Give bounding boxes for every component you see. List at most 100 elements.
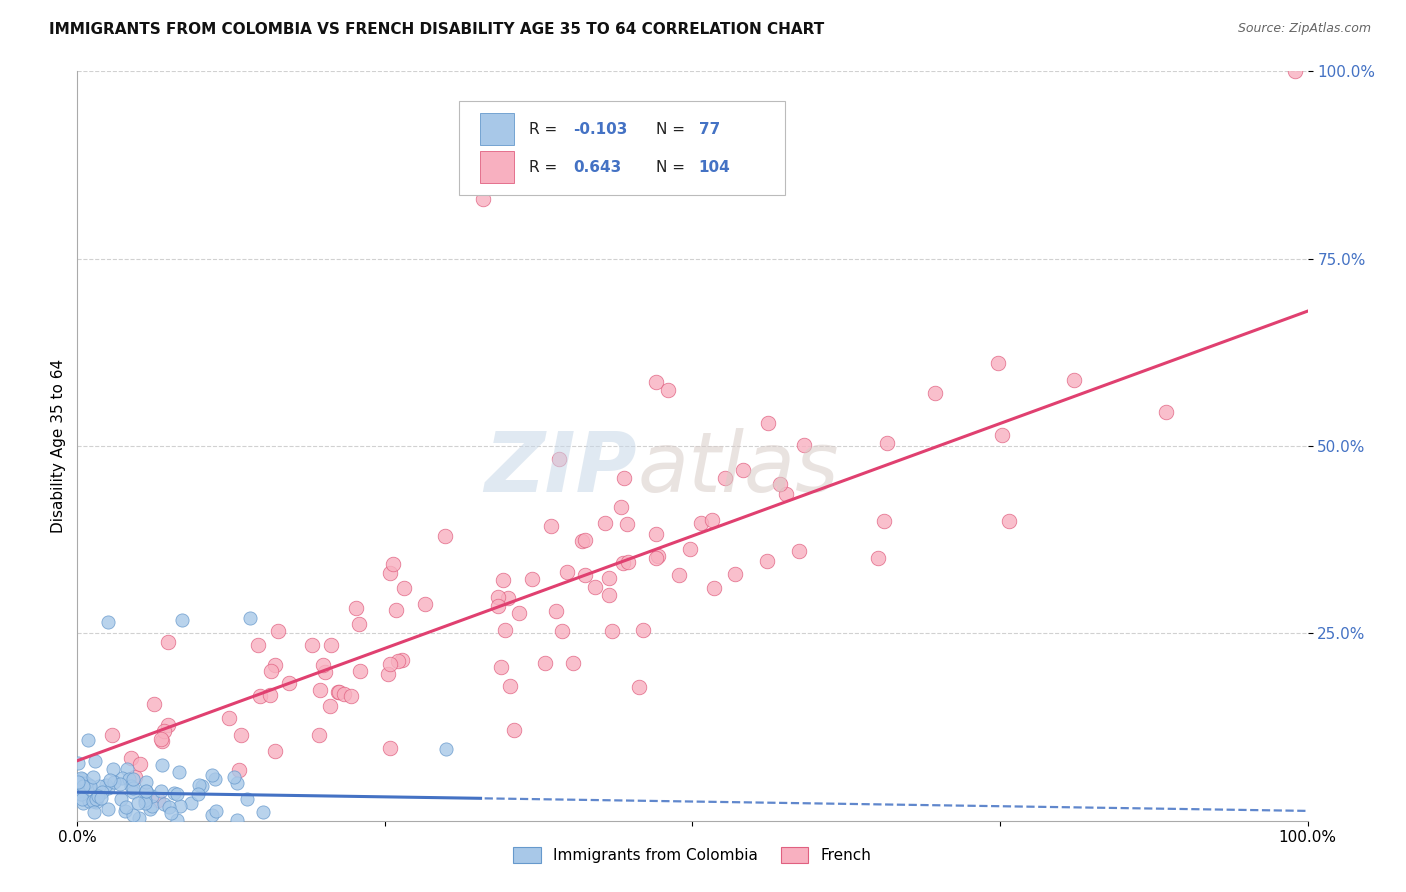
Point [96, 778, 118, 792]
Point [645, 527, 668, 541]
FancyBboxPatch shape [479, 152, 515, 183]
Point [201, 768, 224, 782]
Point [555, 565, 578, 579]
Point [657, 383, 679, 397]
Point [387, 654, 409, 668]
Point [631, 623, 654, 637]
Point [152, 797, 174, 812]
Point [191, 780, 214, 794]
Point [616, 516, 638, 531]
Point [436, 742, 458, 756]
Point [121, 807, 143, 822]
Point [508, 606, 530, 620]
Point [121, 780, 143, 795]
Point [236, 792, 259, 806]
Point [540, 518, 562, 533]
Point [239, 611, 262, 625]
Point [97, 802, 120, 816]
Point [139, 802, 162, 816]
Point [413, 597, 436, 611]
Point [873, 514, 896, 528]
Point [520, 572, 543, 586]
Point [163, 786, 186, 800]
Point [101, 728, 124, 742]
Point [344, 600, 367, 615]
Point [756, 416, 779, 430]
Point [97, 615, 120, 629]
Point [312, 658, 335, 673]
FancyBboxPatch shape [458, 102, 785, 195]
Point [644, 376, 666, 390]
Point [731, 463, 754, 477]
Point [87, 789, 110, 803]
Point [991, 427, 1014, 442]
Point [378, 566, 401, 581]
Point [141, 799, 163, 814]
Point [534, 656, 557, 670]
Point [492, 573, 515, 587]
Text: -0.103: -0.103 [574, 121, 627, 136]
Point [308, 728, 330, 742]
Point [249, 690, 271, 704]
Point [101, 762, 124, 776]
Point [127, 796, 149, 810]
Point [169, 799, 191, 814]
Text: N =: N = [655, 121, 689, 136]
Text: 104: 104 [699, 160, 730, 175]
Point [157, 635, 180, 649]
Point [267, 624, 290, 638]
Point [142, 697, 165, 711]
Point [924, 386, 946, 401]
Point [340, 689, 363, 703]
Point [83, 805, 105, 819]
Point [756, 554, 779, 568]
Point [868, 550, 890, 565]
Point [70, 784, 93, 798]
Point [115, 762, 138, 776]
Point [1063, 372, 1085, 386]
Point [66, 756, 89, 771]
Point [87, 779, 110, 793]
Point [876, 436, 898, 450]
Point [69, 787, 91, 801]
Point [157, 800, 180, 814]
Point [768, 477, 790, 491]
Point [571, 533, 593, 548]
Point [153, 723, 176, 738]
Point [724, 567, 747, 582]
Point [110, 792, 132, 806]
Point [100, 773, 122, 788]
Point [66, 774, 89, 789]
Point [135, 784, 157, 798]
Point [598, 571, 620, 585]
Point [600, 624, 623, 638]
Point [72, 779, 94, 793]
Point [128, 811, 150, 825]
Point [135, 774, 157, 789]
Point [111, 771, 134, 785]
Text: ZIP: ZIP [485, 428, 637, 509]
Point [613, 471, 636, 485]
Point [668, 568, 690, 582]
Y-axis label: Disability Age 35 to 64: Disability Age 35 to 64 [51, 359, 66, 533]
Point [75, 776, 97, 790]
Point [225, 776, 247, 790]
Point [166, 788, 188, 802]
Point [152, 734, 174, 748]
Point [188, 778, 211, 792]
Point [86, 789, 108, 804]
Point [434, 529, 457, 543]
Point [574, 567, 596, 582]
Point [391, 653, 413, 667]
Point [129, 756, 152, 771]
Point [70, 791, 93, 805]
Point [347, 616, 370, 631]
Point [349, 664, 371, 678]
Point [69, 771, 91, 785]
Point [170, 613, 193, 627]
Point [574, 533, 596, 548]
Point [714, 471, 737, 485]
Point [259, 688, 281, 702]
Point [610, 500, 633, 515]
Point [314, 665, 336, 679]
